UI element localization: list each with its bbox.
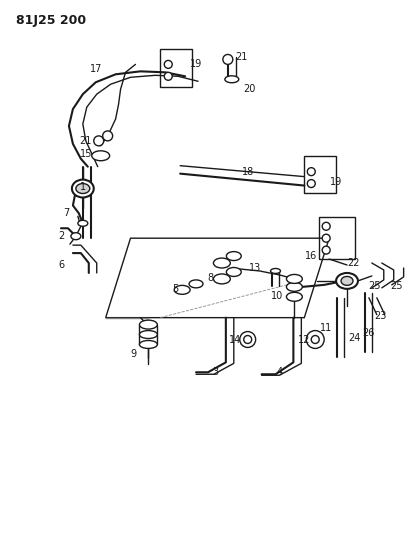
Circle shape	[94, 136, 104, 146]
Ellipse shape	[341, 277, 353, 285]
Text: 6: 6	[58, 260, 64, 270]
Ellipse shape	[139, 341, 157, 349]
Ellipse shape	[189, 280, 203, 288]
Ellipse shape	[139, 330, 157, 338]
Text: 1: 1	[80, 182, 86, 191]
Text: 19: 19	[330, 176, 342, 187]
Text: 11: 11	[320, 322, 332, 333]
Ellipse shape	[174, 285, 190, 294]
Ellipse shape	[270, 269, 281, 273]
Text: 17: 17	[90, 64, 102, 74]
Text: 7: 7	[63, 208, 69, 219]
Text: 10: 10	[272, 291, 283, 301]
Bar	[319, 217, 355, 259]
Text: 22: 22	[348, 258, 360, 268]
Text: 21: 21	[80, 136, 92, 146]
Text: 2: 2	[58, 231, 64, 241]
Text: 5: 5	[172, 284, 178, 294]
Circle shape	[223, 54, 233, 64]
Text: 3: 3	[212, 367, 218, 377]
Text: 24: 24	[348, 333, 360, 343]
Ellipse shape	[78, 220, 88, 227]
Circle shape	[164, 60, 172, 68]
Circle shape	[307, 168, 315, 175]
Text: 15: 15	[80, 149, 92, 159]
Ellipse shape	[226, 268, 241, 277]
Text: 21: 21	[236, 52, 248, 62]
Text: 13: 13	[249, 263, 261, 273]
Ellipse shape	[336, 273, 358, 289]
Circle shape	[103, 131, 112, 141]
Ellipse shape	[286, 282, 302, 292]
Circle shape	[322, 246, 330, 254]
Text: 23: 23	[375, 311, 387, 321]
Text: 14: 14	[229, 335, 241, 345]
Text: 4: 4	[276, 367, 283, 377]
Text: 18: 18	[242, 167, 254, 176]
Text: 20: 20	[243, 84, 256, 94]
Ellipse shape	[286, 274, 302, 284]
Text: 25: 25	[369, 281, 381, 291]
Text: 12: 12	[298, 335, 310, 344]
Circle shape	[164, 72, 172, 80]
Ellipse shape	[213, 274, 230, 284]
Ellipse shape	[213, 258, 230, 268]
Circle shape	[306, 330, 324, 349]
Text: 9: 9	[130, 350, 137, 359]
Ellipse shape	[72, 180, 94, 197]
Ellipse shape	[71, 233, 81, 240]
Text: 25: 25	[391, 281, 403, 291]
Ellipse shape	[92, 151, 110, 161]
Ellipse shape	[225, 76, 239, 83]
Circle shape	[322, 222, 330, 230]
Bar	[304, 156, 336, 193]
Ellipse shape	[76, 183, 90, 193]
Bar	[160, 50, 192, 87]
Ellipse shape	[139, 320, 157, 329]
Text: 81J25 200: 81J25 200	[16, 14, 86, 27]
Text: 16: 16	[305, 251, 317, 261]
Ellipse shape	[226, 252, 241, 261]
Circle shape	[322, 234, 330, 242]
Text: 26: 26	[363, 328, 375, 337]
Circle shape	[240, 332, 256, 348]
Circle shape	[307, 180, 315, 188]
Text: 19: 19	[190, 59, 202, 69]
Ellipse shape	[286, 292, 302, 301]
Text: 8: 8	[207, 273, 213, 283]
